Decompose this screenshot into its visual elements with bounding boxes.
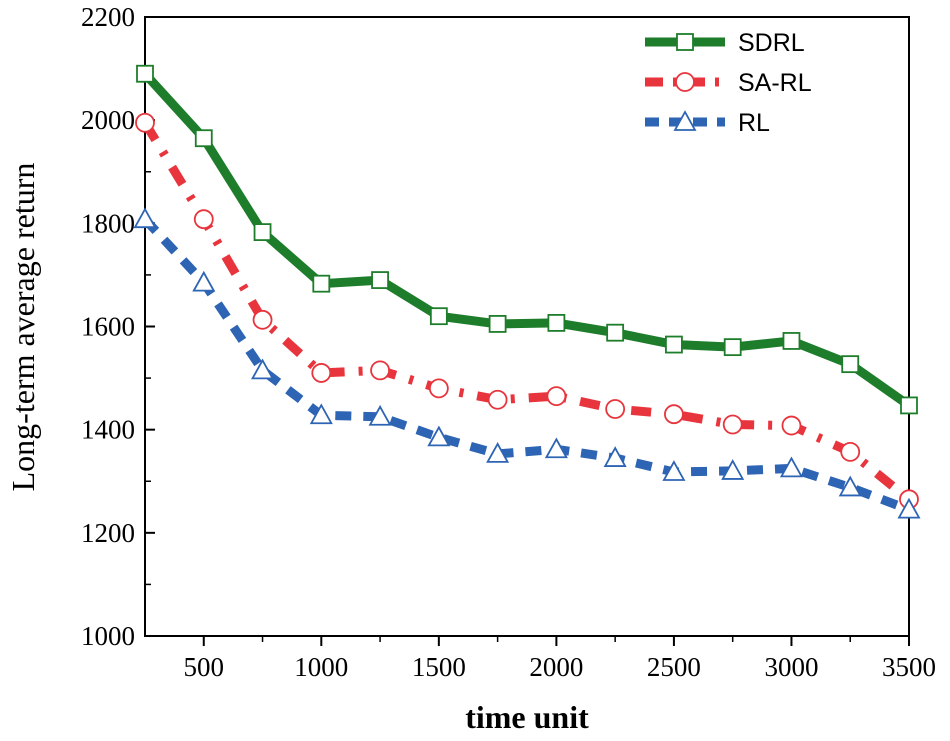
- data-point: [721, 459, 745, 480]
- data-point: [133, 207, 157, 229]
- data-point: [427, 425, 451, 447]
- x-tick-label: 2000: [529, 652, 583, 682]
- legend-item: RL: [645, 109, 770, 137]
- data-point: [309, 403, 333, 425]
- data-point: [722, 414, 743, 435]
- data-point: [841, 355, 860, 374]
- y-tick-label: 1400: [81, 415, 135, 445]
- data-point: [486, 442, 510, 463]
- data-point: [662, 460, 686, 481]
- data-point: [603, 446, 627, 467]
- legend-item: SA-RL: [645, 69, 812, 97]
- data-point: [547, 313, 566, 332]
- series-line: [141, 70, 912, 410]
- data-point: [897, 497, 921, 519]
- series-line: [141, 120, 912, 503]
- data-point: [136, 64, 154, 83]
- legend: SDRL SA-RL RL: [645, 29, 812, 137]
- y-tick-label: 2200: [81, 2, 135, 32]
- y-tick-label: 1200: [81, 518, 135, 548]
- legend-label: RL: [738, 109, 770, 137]
- data-point: [488, 315, 507, 333]
- series-sa-rl: [135, 112, 919, 510]
- data-point: [252, 309, 273, 330]
- data-point: [368, 404, 392, 426]
- data-point: [838, 475, 862, 497]
- data-point: [194, 129, 213, 148]
- legend-label: SDRL: [738, 29, 805, 57]
- x-tick-label: 3000: [764, 652, 818, 682]
- data-point: [251, 358, 275, 380]
- data-point: [781, 415, 802, 436]
- data-point: [192, 270, 216, 292]
- x-tick-label: 3500: [882, 652, 936, 682]
- data-point: [429, 307, 448, 326]
- data-point: [605, 399, 626, 419]
- data-point: [782, 332, 801, 350]
- data-point: [900, 396, 918, 415]
- x-axis-title: time unit: [465, 699, 589, 735]
- y-tick-label: 2000: [81, 105, 135, 135]
- legend-marker: [673, 110, 697, 131]
- data-point: [487, 389, 508, 410]
- data-point: [311, 363, 332, 383]
- data-point: [428, 378, 449, 399]
- y-tick-label: 1000: [81, 621, 135, 651]
- data-point: [664, 404, 684, 425]
- data-point: [723, 338, 742, 357]
- data-point: [370, 360, 390, 381]
- data-point: [193, 209, 214, 230]
- axes: 1000 1200 1400 1600 1800 2000 2200 500 1000 1500 2…: [81, 2, 936, 682]
- x-tick-label: 1000: [294, 652, 348, 682]
- x-tick-label: 2500: [647, 652, 701, 682]
- data-point: [606, 323, 625, 342]
- data-point: [840, 441, 861, 462]
- y-tick-label: 1600: [81, 312, 135, 342]
- legend-label: SA-RL: [738, 69, 812, 97]
- data-point: [544, 437, 568, 459]
- y-tick-label: 1800: [81, 208, 135, 238]
- x-tick-label: 1500: [412, 652, 466, 682]
- data-point: [546, 386, 567, 407]
- series-group: [133, 64, 921, 519]
- x-tick-label: 500: [184, 652, 225, 682]
- data-point: [371, 271, 389, 289]
- data-point: [253, 223, 272, 242]
- y-axis-title: Long-term average return: [5, 163, 41, 492]
- series-sdrl: [136, 64, 918, 415]
- data-point: [665, 335, 683, 354]
- legend-item: SDRL: [645, 29, 805, 57]
- data-point: [312, 274, 331, 293]
- data-point: [779, 456, 803, 478]
- legend-marker: [676, 33, 694, 51]
- data-point: [135, 112, 155, 133]
- legend-marker: [675, 72, 695, 92]
- series-rl: [133, 207, 921, 519]
